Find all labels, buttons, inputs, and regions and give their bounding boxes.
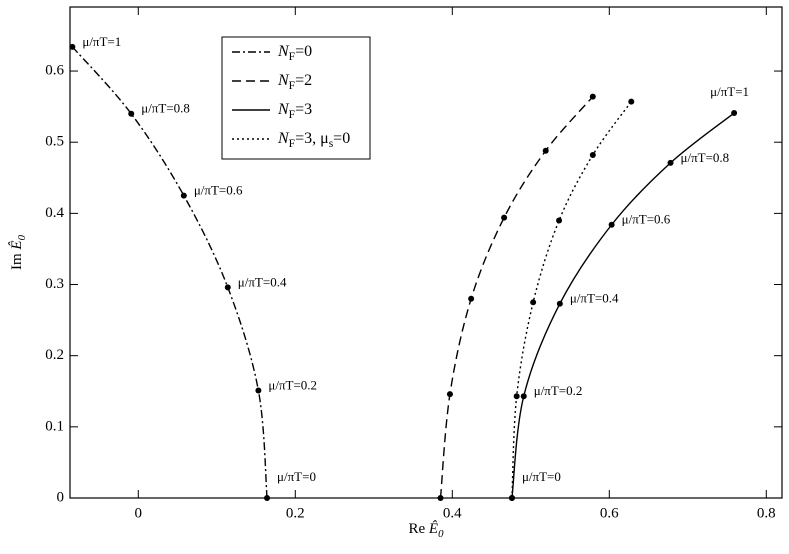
data-point (608, 221, 615, 228)
data-point (731, 110, 738, 117)
data-point (128, 110, 135, 117)
point-label: μ/πT=0.2 (534, 383, 583, 398)
legend-box (221, 36, 371, 160)
data-point (520, 393, 527, 400)
point-label: μ/πT=0.8 (681, 150, 730, 165)
y-tick-label: 0.5 (45, 134, 64, 150)
series-line (71, 46, 268, 499)
data-point (667, 159, 674, 166)
data-point (224, 284, 231, 291)
y-tick-label: 0.2 (45, 347, 64, 363)
x-tick-label: 0.2 (286, 505, 305, 521)
point-label: μ/πT=1 (710, 84, 749, 99)
y-tick-label: 0 (57, 489, 65, 505)
series-line (511, 101, 632, 499)
data-point (589, 93, 596, 100)
data-point (628, 98, 635, 105)
y-tick-label: 0.6 (45, 62, 64, 78)
point-label: μ/πT=0.6 (194, 183, 243, 198)
x-axis-label: Re Ê0 (408, 520, 444, 540)
data-point (556, 217, 563, 224)
point-label: μ/πT=0 (277, 469, 316, 484)
x-tick-label: 0.8 (757, 505, 776, 521)
y-axis-label: Im Ê0 (8, 234, 28, 270)
point-label: μ/πT=0.2 (268, 378, 317, 393)
point-label: μ/πT=0.4 (570, 291, 619, 306)
legend-label: NF=3 (277, 101, 312, 121)
data-point (556, 300, 563, 307)
point-label: μ/πT=0.8 (141, 101, 190, 116)
x-tick-label: 0.6 (600, 505, 619, 521)
point-label: μ/πT=0.4 (238, 274, 287, 289)
data-point (530, 299, 537, 306)
data-point (468, 295, 475, 302)
legend-label: NF=2 (277, 72, 312, 92)
point-label: μ/πT=0.6 (622, 212, 671, 227)
data-point (255, 387, 262, 394)
legend-label: NF=3, μs=0 (277, 130, 350, 150)
series-line (511, 112, 735, 499)
point-label: μ/πT=0 (522, 469, 561, 484)
y-tick-label: 0.3 (45, 276, 64, 292)
data-point (589, 152, 596, 159)
x-tick-label: 0.4 (443, 505, 462, 521)
data-point (264, 495, 271, 501)
point-label: μ/πT=1 (82, 34, 121, 49)
data-point (437, 495, 444, 501)
data-point (501, 214, 508, 221)
data-point (446, 391, 453, 398)
data-point (513, 393, 520, 400)
data-point (508, 495, 515, 501)
y-tick-label: 0.4 (45, 205, 64, 221)
data-point (542, 147, 549, 154)
data-point (180, 192, 187, 199)
legend-label: NF=0 (277, 43, 312, 63)
plot-frame (69, 6, 783, 499)
x-tick-label: 0 (135, 505, 143, 521)
y-tick-label: 0.1 (45, 418, 64, 434)
data-point (69, 43, 76, 50)
